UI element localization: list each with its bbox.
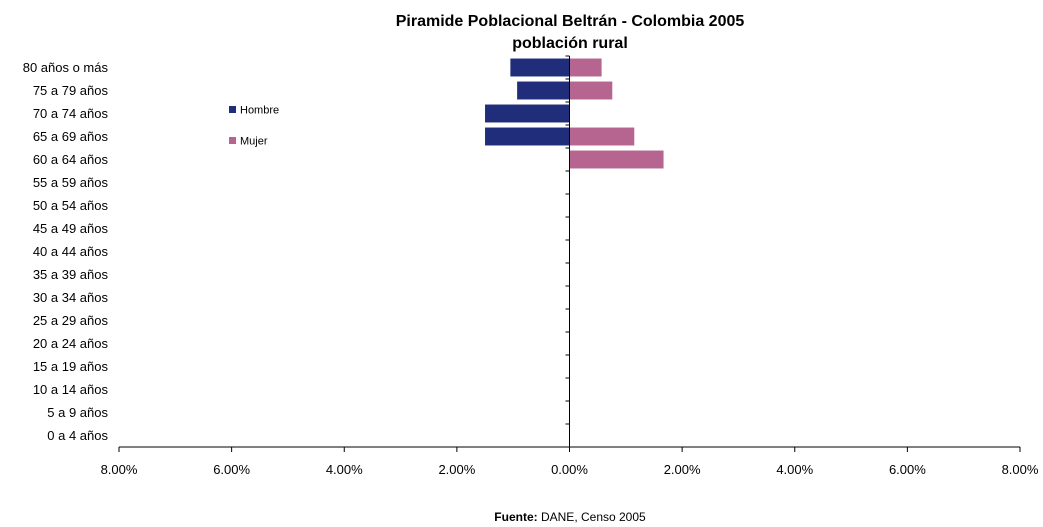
category-label: 65 a 69 años [33,129,109,144]
source-text: DANE, Censo 2005 [538,510,646,524]
chart-subtitle: población rural [512,35,628,52]
category-label: 50 a 54 años [33,198,109,213]
source-note: Fuente: DANE, Censo 2005 [494,510,646,524]
category-label: 40 a 44 años [33,244,109,259]
legend-label: Hombre [240,105,279,117]
category-label: 75 a 79 años [33,83,109,98]
legend: Hombre Mujer [229,105,279,148]
category-label: 10 a 14 años [33,382,109,397]
category-label: 30 a 34 años [33,290,109,305]
x-tick-label: 8.00% [1002,462,1039,477]
bar-hombre [517,81,570,100]
bar-mujer [569,150,664,169]
bar-hombre [485,104,570,123]
x-tick-label: 8.00% [101,462,138,477]
bar-mujer [569,127,635,146]
x-tick-label: 2.00% [438,462,475,477]
category-label: 5 a 9 años [47,405,108,420]
category-label: 0 a 4 años [47,428,108,443]
axes [118,55,1021,452]
bar-hombre [485,127,570,146]
source-label: Fuente: [494,510,537,524]
category-label: 15 a 19 años [33,359,109,374]
category-label: 20 a 24 años [33,336,109,351]
chart-title: Piramide Poblacional Beltrán - Colombia … [396,13,745,30]
bars-group [485,58,664,169]
category-label: 80 años o más [23,60,109,75]
legend-swatch [229,106,236,113]
x-tick-label: 0.00% [551,462,588,477]
x-tick-label: 4.00% [326,462,363,477]
x-tick-label: 4.00% [776,462,813,477]
x-tick-label: 6.00% [889,462,926,477]
category-label: 55 a 59 años [33,175,109,190]
category-labels: 80 años o más 75 a 79 años 70 a 74 años 65 … [23,60,109,443]
category-label: 25 a 29 años [33,313,109,328]
category-label: 70 a 74 años [33,106,109,121]
category-label: 45 a 49 años [33,221,109,236]
legend-label: Mujer [240,136,268,148]
x-tick-label: 6.00% [213,462,250,477]
bar-mujer [569,81,613,100]
legend-swatch [229,137,236,144]
category-label: 60 a 64 años [33,152,109,167]
x-tick-label: 2.00% [664,462,701,477]
bar-mujer [569,58,602,77]
x-tick-labels: 8.00% 6.00% 4.00% 2.00% 0.00% 2.00% 4.00% 6.00%… [101,462,1039,477]
category-label: 35 a 39 años [33,267,109,282]
bar-hombre [510,58,570,77]
